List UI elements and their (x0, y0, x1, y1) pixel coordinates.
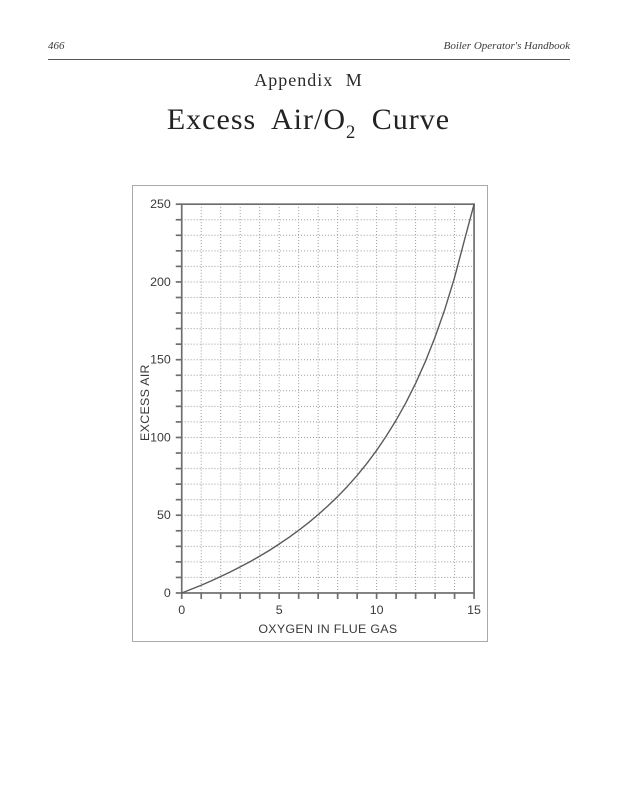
y-tick-label: 150 (150, 353, 171, 367)
plot-frame (180, 203, 475, 594)
page-number: 466 (48, 40, 65, 52)
appendix-heading: Appendix M (254, 70, 363, 90)
excess-air-chart-figure: 0 5 10 15 0 50 100 150 200 250 OXYGEN IN FLUE GAS E… (132, 185, 488, 642)
y-axis-title: EXCESS AIR (138, 364, 152, 441)
x-tick-label: 10 (370, 603, 384, 617)
y-tick-label: 0 (164, 586, 171, 600)
running-title: Boiler Operator's Handbook (443, 40, 570, 52)
page-title-subscript: 2 (346, 122, 356, 144)
y-tick-label: 200 (150, 275, 171, 289)
x-tick-label: 5 (276, 603, 283, 617)
y-tick-label: 50 (157, 508, 171, 522)
y-tick-label: 100 (150, 430, 171, 444)
header-rule (48, 59, 570, 60)
excess-air-curve (181, 203, 475, 594)
page-title-prefix: Excess Air/O (166, 103, 346, 136)
x-axis-title: OXYGEN IN FLUE GAS (258, 622, 397, 636)
x-tick-label: 15 (467, 603, 481, 617)
page-title: Excess Air/O2 Curve (0, 103, 617, 144)
page-title-suffix: Curve (355, 103, 451, 136)
x-tick-label: 0 (178, 603, 185, 617)
y-tick-label: 250 (150, 197, 171, 211)
running-header: 466 Boiler Operator's Handbook (48, 40, 570, 52)
